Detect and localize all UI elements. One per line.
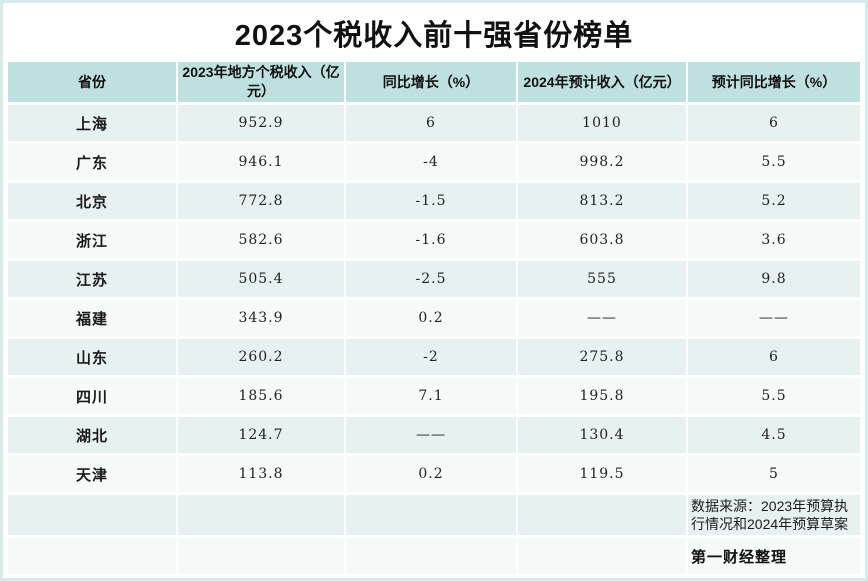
cell-province: 四川 xyxy=(8,378,176,414)
credit-note: 第一财经整理 xyxy=(688,538,860,575)
cell-province: 广东 xyxy=(8,144,176,180)
cell-blank xyxy=(346,538,516,575)
cell-value: 5.5 xyxy=(688,378,860,414)
cell-value: -2 xyxy=(346,339,516,375)
cell-value: 185.6 xyxy=(178,378,344,414)
cell-province: 湖北 xyxy=(8,417,176,453)
cell-value: —— xyxy=(346,417,516,453)
cell-value: -1.6 xyxy=(346,222,516,258)
page-canvas: 2023个税收入前十强省份榜单 省份 2023年地方个税收入（亿元） 同比增长（… xyxy=(3,3,865,578)
cell-province: 江苏 xyxy=(8,261,176,297)
cell-value: -4 xyxy=(346,144,516,180)
cell-province: 福建 xyxy=(8,300,176,336)
cell-value: 813.2 xyxy=(518,183,686,219)
cell-value: -2.5 xyxy=(346,261,516,297)
cell-province: 天津 xyxy=(8,456,176,492)
cell-value: 275.8 xyxy=(518,339,686,375)
header-cell-yoy-growth: 同比增长（%） xyxy=(346,62,516,102)
cell-value: 6 xyxy=(346,105,516,141)
cell-province: 上海 xyxy=(8,105,176,141)
cell-value: 195.8 xyxy=(518,378,686,414)
cell-value: 5 xyxy=(688,456,860,492)
cell-value: 0.2 xyxy=(346,300,516,336)
cell-blank xyxy=(8,495,176,536)
cell-value: 113.8 xyxy=(178,456,344,492)
cell-value: 7.1 xyxy=(346,378,516,414)
cell-value: 603.8 xyxy=(518,222,686,258)
cell-value: 124.7 xyxy=(178,417,344,453)
cell-value: 4.5 xyxy=(688,417,860,453)
cell-value: 6 xyxy=(688,339,860,375)
cell-blank xyxy=(178,495,344,536)
cell-value: —— xyxy=(688,300,860,336)
cell-province: 北京 xyxy=(8,183,176,219)
cell-value: 5.2 xyxy=(688,183,860,219)
cell-value: 3.6 xyxy=(688,222,860,258)
cell-value: 9.8 xyxy=(688,261,860,297)
cell-value: 998.2 xyxy=(518,144,686,180)
header-cell-expected-2024: 2024年预计收入（亿元） xyxy=(518,62,686,102)
cell-value: 555 xyxy=(518,261,686,297)
cell-value: 772.8 xyxy=(178,183,344,219)
cell-blank xyxy=(8,538,176,575)
cell-value: 1010 xyxy=(518,105,686,141)
cell-value: 582.6 xyxy=(178,222,344,258)
header-cell-expected-yoy: 预计同比增长（%） xyxy=(688,62,860,102)
cell-value: 6 xyxy=(688,105,860,141)
page-title: 2023个税收入前十强省份榜单 xyxy=(234,19,634,52)
source-note: 数据来源：2023年预算执行情况和2024年预算草案 xyxy=(688,495,860,536)
cell-blank xyxy=(178,538,344,575)
cell-blank xyxy=(346,495,516,536)
cell-value: 130.4 xyxy=(518,417,686,453)
cell-value: 946.1 xyxy=(178,144,344,180)
header-cell-province: 省份 xyxy=(8,62,176,102)
cell-value: 0.2 xyxy=(346,456,516,492)
cell-province: 山东 xyxy=(8,339,176,375)
cell-province: 浙江 xyxy=(8,222,176,258)
header-cell-income-2023: 2023年地方个税收入（亿元） xyxy=(178,62,344,102)
income-tax-table: 省份 2023年地方个税收入（亿元） 同比增长（%） 2024年预计收入（亿元）… xyxy=(8,62,860,575)
cell-blank xyxy=(518,538,686,575)
cell-blank xyxy=(518,495,686,536)
cell-value: —— xyxy=(518,300,686,336)
cell-value: 5.5 xyxy=(688,144,860,180)
cell-value: 952.9 xyxy=(178,105,344,141)
cell-value: 343.9 xyxy=(178,300,344,336)
cell-value: 119.5 xyxy=(518,456,686,492)
cell-value: 505.4 xyxy=(178,261,344,297)
cell-value: 260.2 xyxy=(178,339,344,375)
title-bar: 2023个税收入前十强省份榜单 xyxy=(3,3,865,62)
cell-value: -1.5 xyxy=(346,183,516,219)
